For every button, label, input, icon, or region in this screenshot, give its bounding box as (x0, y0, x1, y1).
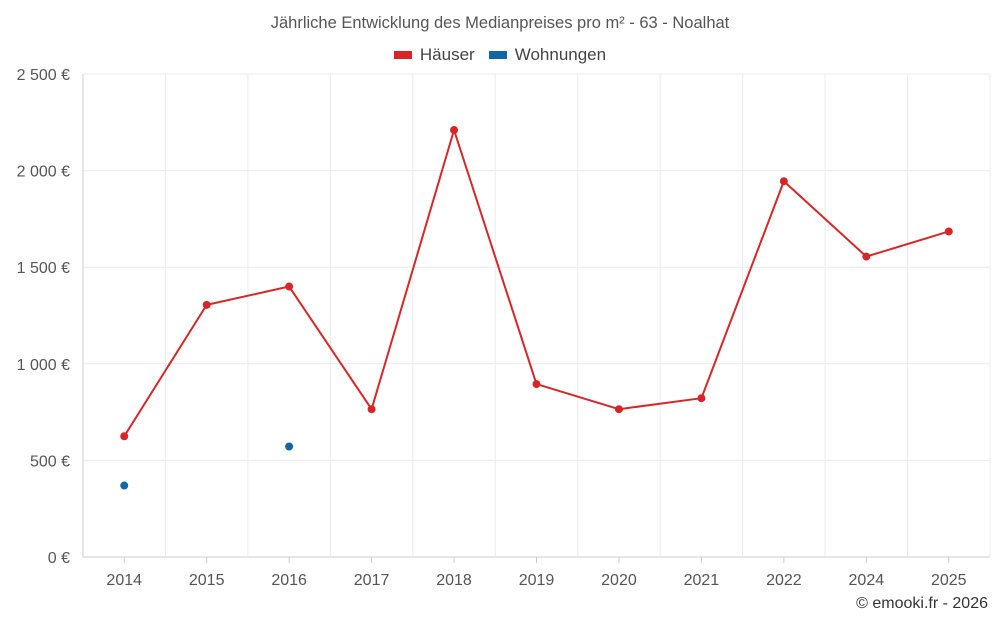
x-tick-label: 2025 (931, 572, 967, 589)
legend-label-wohnungen: Wohnungen (514, 45, 607, 64)
x-tick-label: 2024 (849, 572, 885, 589)
data-point-haeuser (944, 227, 953, 236)
chart-legend: Häuser Wohnungen (0, 45, 1000, 65)
data-point-haeuser (202, 300, 211, 309)
x-tick-label: 2022 (766, 572, 802, 589)
x-axis: 2014 2015 2016 2017 2018 2019 2020 2021 2022 2024… (106, 557, 967, 589)
y-tick-label: 0 € (48, 550, 70, 567)
data-point-haeuser (862, 252, 871, 261)
y-axis: 0 € 500 € 1 000 € 1 500 € 2 000 € 2 500 € (17, 67, 84, 567)
data-point-haeuser (532, 380, 541, 389)
y-tick-label: 2 000 € (17, 164, 70, 181)
series-layer (120, 126, 953, 490)
y-tick-label: 2 500 € (17, 67, 70, 84)
x-tick-label: 2017 (354, 572, 390, 589)
x-tick-label: 2018 (436, 572, 472, 589)
legend-label-haeuser: Häuser (419, 45, 475, 64)
legend-swatch-haeuser (393, 51, 412, 59)
data-point-haeuser (120, 432, 129, 441)
data-point-haeuser (367, 405, 376, 414)
data-point-haeuser (779, 177, 788, 186)
data-point-haeuser (614, 405, 623, 414)
data-point-wohnungen (120, 481, 129, 490)
y-tick-label: 1 000 € (17, 357, 70, 374)
data-point-haeuser (285, 282, 294, 291)
data-point-haeuser (450, 126, 459, 135)
y-tick-label: 1 500 € (17, 260, 70, 277)
legend-item-haeuser[interactable]: Häuser (393, 45, 475, 65)
x-tick-label: 2016 (271, 572, 307, 589)
chart-title: Jährliche Entwicklung des Medianpreises … (270, 14, 730, 32)
legend-swatch-wohnungen (488, 51, 507, 59)
x-tick-label: 2021 (684, 572, 720, 589)
data-point-wohnungen (285, 442, 294, 451)
copyright-footer: © emooki.fr - 2026 (856, 595, 988, 612)
x-tick-label: 2015 (189, 572, 225, 589)
x-tick-label: 2019 (519, 572, 555, 589)
x-tick-label: 2020 (601, 572, 637, 589)
legend-item-wohnungen[interactable]: Wohnungen (488, 45, 607, 65)
data-point-haeuser (697, 394, 706, 403)
y-tick-label: 500 € (30, 453, 70, 470)
grid-lines (82, 73, 991, 558)
x-tick-label: 2014 (106, 572, 142, 589)
